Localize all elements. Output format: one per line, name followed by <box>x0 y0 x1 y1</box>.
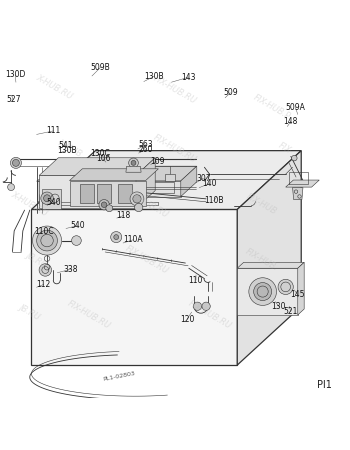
Text: FIX-HUB.RU: FIX-HUB.RU <box>124 243 170 275</box>
Text: 509A: 509A <box>285 103 305 112</box>
Polygon shape <box>237 262 304 268</box>
Text: X-HUB.: X-HUB. <box>57 138 86 160</box>
Circle shape <box>134 203 143 212</box>
Text: 130B: 130B <box>57 146 77 155</box>
Text: 106: 106 <box>96 154 110 163</box>
Text: 111: 111 <box>46 126 61 135</box>
Circle shape <box>202 302 210 310</box>
Polygon shape <box>97 184 111 203</box>
Text: 143: 143 <box>181 73 195 82</box>
Circle shape <box>8 184 15 190</box>
Circle shape <box>106 205 113 211</box>
Polygon shape <box>113 169 131 201</box>
Circle shape <box>102 202 107 207</box>
Circle shape <box>37 230 57 251</box>
Polygon shape <box>237 151 301 365</box>
Polygon shape <box>37 181 113 201</box>
Circle shape <box>131 161 136 165</box>
Text: PL1-02803: PL1-02803 <box>103 371 136 382</box>
Circle shape <box>249 278 276 306</box>
Text: X-HUB.RU: X-HUB.RU <box>10 190 50 218</box>
Circle shape <box>193 302 202 310</box>
Text: 509B: 509B <box>91 63 111 72</box>
Polygon shape <box>39 158 155 176</box>
Circle shape <box>72 236 81 245</box>
Text: FIX-: FIX- <box>277 141 295 157</box>
Polygon shape <box>32 151 301 209</box>
Polygon shape <box>165 174 175 181</box>
Text: 130D: 130D <box>5 70 26 79</box>
Text: 110A: 110A <box>123 235 142 244</box>
Text: 541: 541 <box>58 140 72 149</box>
Polygon shape <box>80 184 94 203</box>
Text: FIX-HUB: FIX-HUB <box>245 192 278 216</box>
Text: 109: 109 <box>150 157 164 166</box>
Text: 130B: 130B <box>145 72 164 81</box>
Text: 130: 130 <box>272 302 286 311</box>
Circle shape <box>41 192 53 204</box>
Circle shape <box>129 158 138 168</box>
Polygon shape <box>136 158 155 208</box>
Text: 140: 140 <box>202 179 217 188</box>
Circle shape <box>99 199 109 210</box>
Text: 540: 540 <box>70 221 85 230</box>
Circle shape <box>133 195 141 203</box>
Text: 110C: 110C <box>34 227 54 236</box>
Polygon shape <box>42 189 61 209</box>
Text: 521: 521 <box>284 307 298 316</box>
Text: FIX-HUB.RU: FIX-HUB.RU <box>124 188 170 220</box>
Text: JB.RU: JB.RU <box>25 250 49 269</box>
Circle shape <box>10 158 21 168</box>
Text: 260: 260 <box>138 145 153 154</box>
Circle shape <box>44 195 50 202</box>
Circle shape <box>130 192 144 206</box>
Circle shape <box>13 159 19 166</box>
Polygon shape <box>126 166 141 172</box>
Text: FIX-HUB.RU: FIX-HUB.RU <box>65 299 112 331</box>
Polygon shape <box>32 209 237 365</box>
Polygon shape <box>70 180 146 207</box>
Text: 112: 112 <box>36 280 51 289</box>
Polygon shape <box>293 188 303 200</box>
Text: 145: 145 <box>290 290 305 299</box>
Polygon shape <box>66 181 181 197</box>
Text: JB.RU: JB.RU <box>18 302 42 321</box>
Text: FIX-HUB.P: FIX-HUB.P <box>252 93 292 122</box>
Text: 540: 540 <box>47 198 61 207</box>
Text: 338: 338 <box>63 265 78 274</box>
Circle shape <box>114 235 119 239</box>
Text: 509: 509 <box>223 88 238 97</box>
Text: 110B: 110B <box>204 196 224 205</box>
Text: FIX-HUB.: FIX-HUB. <box>244 247 279 273</box>
Text: 527: 527 <box>6 95 20 104</box>
Text: FIX-HUB.RU: FIX-HUB.RU <box>152 74 198 106</box>
Text: 110: 110 <box>189 276 203 285</box>
Polygon shape <box>39 176 136 208</box>
Circle shape <box>33 226 62 255</box>
Polygon shape <box>37 169 131 181</box>
Circle shape <box>292 155 297 161</box>
Polygon shape <box>298 262 304 315</box>
Circle shape <box>111 232 122 243</box>
Polygon shape <box>237 268 298 315</box>
Polygon shape <box>286 180 319 187</box>
Circle shape <box>39 264 51 276</box>
Circle shape <box>278 279 293 294</box>
Text: FIX-HUB.RU: FIX-HUB.RU <box>152 133 198 165</box>
Polygon shape <box>66 166 197 181</box>
Text: 120: 120 <box>180 315 194 324</box>
Text: FIX-HUB.RU: FIX-HUB.RU <box>187 299 233 331</box>
Text: 563: 563 <box>138 140 153 149</box>
Polygon shape <box>70 169 159 180</box>
Text: 307: 307 <box>196 174 211 183</box>
Text: 130C: 130C <box>90 149 110 158</box>
Polygon shape <box>118 184 132 203</box>
Text: 118: 118 <box>117 211 131 220</box>
Polygon shape <box>181 166 197 197</box>
Text: 148: 148 <box>284 117 298 126</box>
Circle shape <box>254 283 272 301</box>
Text: Pl1: Pl1 <box>317 380 332 390</box>
Text: X-HUB.RU: X-HUB.RU <box>34 72 74 101</box>
